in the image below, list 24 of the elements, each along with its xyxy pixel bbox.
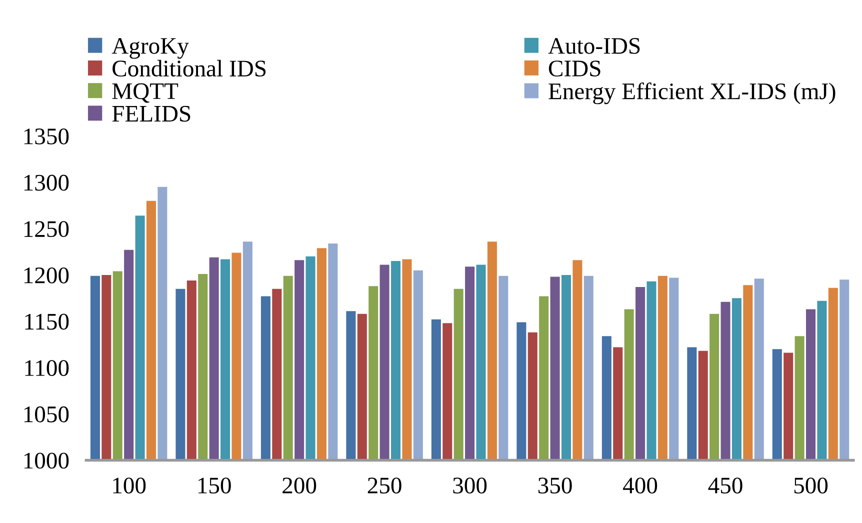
x-tick-label: 400 [623,478,658,494]
y-tick-label: 1200 [24,267,69,284]
y-tick-label: 1050 [24,406,69,422]
legend-label: AgroKy [112,38,189,59]
x-tick-label: 250 [368,478,402,494]
x-tick-label: 500 [794,478,828,494]
y-tick-label: 1100 [25,360,69,376]
y-tick-label: 1300 [24,174,69,191]
legend-label: MQTT [112,83,178,103]
x-tick-label: 100 [113,478,146,494]
legend-label: FELIDS [112,106,190,122]
legend-label: Conditional IDS [112,60,266,77]
y-tick-label: 1000 [24,452,69,469]
y-tick-label: 1150 [25,314,69,330]
legend-label: Energy Efficient XL-IDS (mJ) [548,82,836,104]
x-tick-label: 450 [708,478,742,494]
x-tick-label: 350 [538,478,572,494]
x-tick-label: 150 [198,478,231,494]
x-tick-label: 200 [282,478,316,494]
legend-label: CIDS [548,60,600,76]
y-tick-label: 1250 [24,221,69,238]
x-tick-label: 300 [453,478,487,494]
legend-label: Auto-IDS [548,38,640,54]
y-tick-label: 1350 [24,128,69,144]
